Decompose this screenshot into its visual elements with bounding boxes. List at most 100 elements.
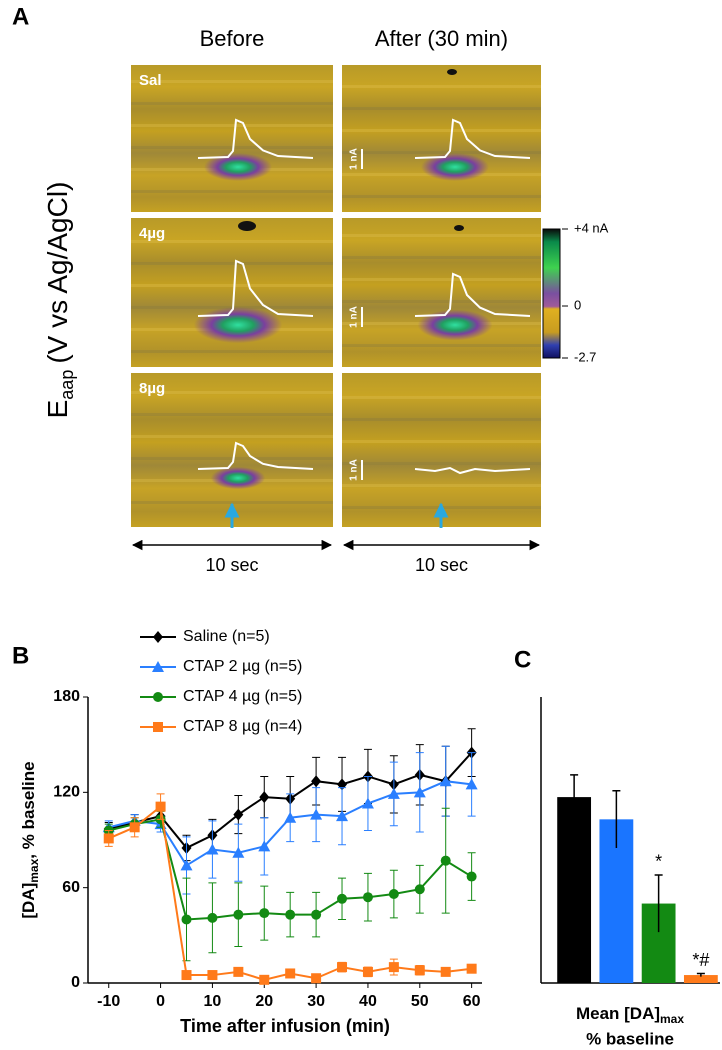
marker bbox=[440, 855, 451, 866]
x-tick-label: 10 bbox=[204, 993, 222, 1010]
column-title: Before bbox=[200, 26, 265, 51]
dark-spot bbox=[454, 225, 464, 231]
y-tick-label: 60 bbox=[62, 879, 80, 896]
color-plot bbox=[342, 373, 541, 527]
plot-band bbox=[131, 240, 333, 243]
marker bbox=[232, 846, 245, 858]
trace bbox=[197, 259, 314, 317]
colorbar-tick-label: -2.7 bbox=[574, 349, 596, 364]
marker bbox=[337, 962, 348, 973]
y-tick-label: 120 bbox=[53, 784, 80, 801]
marker bbox=[207, 970, 218, 981]
error-bar bbox=[696, 972, 705, 977]
significance-mark: *# bbox=[692, 950, 709, 970]
significance-mark: * bbox=[655, 852, 662, 872]
marker bbox=[311, 909, 322, 920]
color-plot bbox=[131, 373, 333, 527]
trace bbox=[414, 118, 531, 159]
marker bbox=[362, 892, 373, 903]
x-tick-label: -10 bbox=[97, 993, 120, 1010]
marker bbox=[259, 791, 270, 804]
plot-band bbox=[342, 300, 541, 303]
plot-band bbox=[342, 396, 541, 399]
marker bbox=[361, 797, 374, 809]
colorbar bbox=[542, 228, 561, 359]
dark-spot bbox=[238, 221, 256, 231]
marker bbox=[310, 808, 323, 820]
legend-label: CTAP 2 µg (n=5) bbox=[183, 658, 302, 675]
panel-label: C bbox=[514, 646, 531, 673]
plot-band bbox=[131, 413, 333, 416]
plot-band bbox=[131, 190, 333, 193]
legend-marker bbox=[153, 631, 163, 643]
marker bbox=[233, 966, 244, 977]
panel-label: B bbox=[12, 642, 29, 669]
signal-blob bbox=[421, 153, 489, 181]
colorbar-tick-label: +4 nA bbox=[574, 220, 609, 235]
marker bbox=[465, 778, 478, 790]
marker bbox=[388, 889, 399, 900]
y-label-main: E bbox=[42, 400, 73, 419]
color-plot bbox=[131, 65, 333, 212]
error-bar bbox=[654, 874, 663, 933]
plot-band bbox=[342, 484, 541, 487]
marker bbox=[311, 775, 322, 788]
trace bbox=[197, 118, 314, 159]
scale-bar-label: 1 nA bbox=[349, 148, 360, 170]
x-tick-label: 60 bbox=[463, 993, 481, 1010]
y-axis-label: [DA]max, % baseline bbox=[19, 761, 41, 918]
legend-label: CTAP 4 µg (n=5) bbox=[183, 688, 302, 705]
marker bbox=[181, 970, 192, 981]
marker bbox=[206, 843, 219, 855]
plot-band bbox=[131, 102, 333, 105]
marker bbox=[466, 963, 477, 974]
marker bbox=[413, 786, 426, 798]
row-label: 4µg bbox=[139, 225, 165, 242]
x-tick-label: 20 bbox=[255, 993, 273, 1010]
legend-label: CTAP 8 µg (n=4) bbox=[183, 718, 302, 735]
plot-band bbox=[342, 234, 541, 237]
plot-band bbox=[342, 256, 541, 259]
plot-band bbox=[342, 440, 541, 443]
color-plot bbox=[342, 218, 541, 367]
marker bbox=[388, 962, 399, 973]
legend-label: Saline (n=5) bbox=[183, 628, 270, 645]
x-tick-label: 40 bbox=[359, 993, 377, 1010]
time-label: 10 sec bbox=[205, 555, 258, 575]
signal-blob bbox=[417, 309, 493, 341]
marker bbox=[259, 908, 270, 919]
marker bbox=[284, 811, 297, 823]
plot-band bbox=[342, 462, 541, 465]
plot-band bbox=[342, 107, 541, 110]
x-label-main: Mean [DA] bbox=[576, 1004, 660, 1023]
row-label: 8µg bbox=[139, 380, 165, 397]
marker bbox=[129, 822, 140, 833]
x-axis-label-line2: % baseline bbox=[586, 1029, 674, 1048]
plot-band bbox=[342, 151, 541, 154]
marker bbox=[285, 909, 296, 920]
marker bbox=[103, 833, 114, 844]
marker bbox=[387, 787, 400, 799]
signal-blob bbox=[204, 153, 272, 181]
x-axis-label: Time after infusion (min) bbox=[180, 1016, 390, 1036]
colorbar-tick-label: 0 bbox=[574, 297, 581, 312]
plot-band bbox=[131, 435, 333, 438]
legend-marker bbox=[153, 722, 163, 732]
plot-band bbox=[342, 278, 541, 281]
trace bbox=[414, 466, 531, 475]
y-label-rest: , % baseline bbox=[19, 761, 38, 858]
scale-bar-label: 1 nA bbox=[349, 306, 360, 328]
y-label-rest: (V vs Ag/AgCl) bbox=[42, 182, 73, 364]
error-bar bbox=[570, 774, 579, 820]
marker bbox=[440, 966, 451, 977]
x-tick-label: 50 bbox=[411, 993, 429, 1010]
signal-blob bbox=[193, 306, 283, 344]
y-tick-label: 180 bbox=[53, 688, 80, 705]
y-label-main: [DA] bbox=[19, 883, 38, 919]
marker bbox=[180, 859, 193, 871]
y-tick-label: 0 bbox=[71, 974, 80, 991]
legend-marker bbox=[153, 692, 163, 702]
marker bbox=[311, 973, 322, 984]
marker bbox=[414, 884, 425, 895]
x-label-sub: max bbox=[660, 1012, 684, 1026]
